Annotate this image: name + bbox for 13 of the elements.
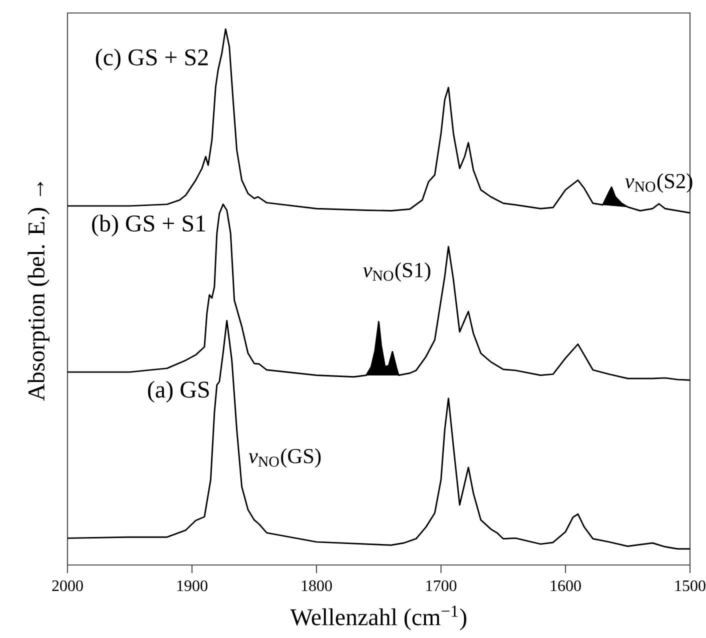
x-tick-label: 2000 bbox=[52, 580, 83, 592]
annotation: ν$_{NO}$(S1) bbox=[363, 262, 430, 282]
x-tick-label: 1700 bbox=[426, 580, 456, 592]
x-tick-label: 1500 bbox=[675, 580, 706, 592]
series-label: (c) GS + S2 bbox=[96, 48, 208, 70]
x-tick-label: 1800 bbox=[302, 580, 332, 592]
x-tick-label: 1600 bbox=[550, 580, 581, 592]
x-axis-title: Wellenzahl (cm$^{−1}$) bbox=[290, 606, 466, 630]
annotation: ν$_{NO}$(GS) bbox=[248, 448, 321, 468]
y-axis-title: Absorption (bel. E.) → bbox=[28, 182, 50, 401]
series-label: (b) GS + S1 bbox=[92, 214, 206, 236]
x-tick-label: 1900 bbox=[177, 580, 208, 592]
series-label: (a) GS bbox=[148, 380, 209, 403]
